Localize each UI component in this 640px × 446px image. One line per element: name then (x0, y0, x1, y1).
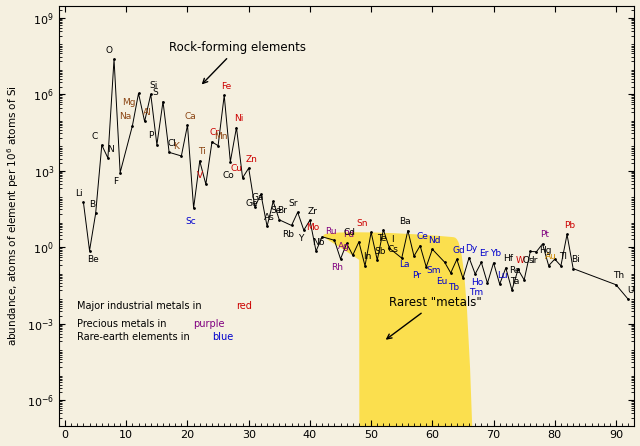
Text: Bi: Bi (572, 255, 580, 264)
Text: Ta: Ta (509, 277, 519, 285)
Text: Cr: Cr (209, 128, 220, 137)
Text: Fe: Fe (221, 82, 232, 91)
Text: Hf: Hf (503, 254, 513, 264)
Text: W: W (516, 256, 525, 265)
Text: Y: Y (298, 235, 303, 244)
Text: Nd: Nd (429, 236, 441, 245)
Text: Ba: Ba (399, 217, 411, 226)
Text: Ca: Ca (184, 112, 196, 121)
Text: purple: purple (194, 319, 225, 329)
Text: Precious metals in: Precious metals in (77, 319, 170, 329)
Text: Ni: Ni (234, 114, 244, 123)
Text: Co: Co (223, 170, 234, 179)
Text: Rarest "metals": Rarest "metals" (387, 296, 483, 339)
Text: Major industrial metals in: Major industrial metals in (77, 301, 205, 311)
Text: Si: Si (149, 81, 157, 90)
Text: Cl: Cl (167, 139, 176, 148)
Text: N: N (108, 145, 115, 153)
Text: Te: Te (377, 234, 387, 243)
Text: In: In (364, 252, 372, 261)
Text: Cs: Cs (387, 244, 398, 254)
Text: Eu: Eu (436, 277, 447, 286)
Text: Ge: Ge (246, 198, 258, 207)
Text: Na: Na (119, 112, 131, 121)
Text: Mn: Mn (214, 132, 227, 141)
Text: Pr: Pr (413, 271, 422, 280)
Text: Pb: Pb (564, 221, 575, 230)
Text: O: O (106, 45, 113, 54)
Text: Rock-forming elements: Rock-forming elements (169, 41, 306, 83)
Text: Os: Os (523, 256, 534, 265)
Text: K: K (173, 142, 179, 152)
Text: Ce: Ce (417, 232, 429, 241)
Text: Ho: Ho (472, 278, 484, 287)
Text: Lu: Lu (497, 271, 508, 280)
Text: As: As (264, 213, 275, 222)
Text: Tm: Tm (469, 288, 483, 297)
Text: Ru: Ru (326, 227, 337, 236)
Text: Br: Br (277, 206, 287, 215)
Text: Ir: Ir (531, 256, 538, 265)
Text: Re: Re (509, 266, 521, 276)
Text: P: P (148, 131, 154, 140)
Text: Ag: Ag (338, 242, 349, 251)
Text: Sr: Sr (288, 199, 298, 208)
Text: Pt: Pt (541, 231, 550, 240)
Text: Rb: Rb (282, 230, 294, 239)
Text: Sm: Sm (426, 266, 441, 276)
Text: Li: Li (75, 189, 83, 198)
Text: La: La (399, 260, 410, 269)
Text: Mo: Mo (307, 223, 319, 232)
Text: B: B (90, 200, 95, 209)
Text: Sb: Sb (374, 247, 385, 256)
Text: Be: Be (87, 255, 99, 264)
Text: red: red (236, 301, 252, 311)
Text: Zn: Zn (245, 155, 257, 164)
Text: Se: Se (270, 206, 282, 215)
Text: Rare-earth elements in: Rare-earth elements in (77, 332, 193, 342)
Text: V: V (196, 171, 203, 180)
Text: Al: Al (143, 108, 152, 117)
Y-axis label: abundance, atoms of element per 10$^6$ atoms of Si: abundance, atoms of element per 10$^6$ a… (6, 85, 21, 346)
Text: blue: blue (212, 332, 233, 342)
Text: Tb: Tb (448, 283, 460, 292)
Text: Gd: Gd (453, 246, 466, 255)
Text: Dy: Dy (465, 244, 477, 253)
Ellipse shape (323, 232, 578, 446)
Text: Mg: Mg (123, 98, 136, 107)
Text: Ga: Ga (251, 194, 264, 202)
Text: Au: Au (545, 252, 557, 261)
Text: Sn: Sn (356, 219, 368, 228)
Text: Cu: Cu (230, 165, 243, 173)
Text: C: C (92, 132, 97, 140)
Text: S: S (153, 88, 159, 97)
Text: Er: Er (479, 249, 488, 258)
Text: Th: Th (613, 271, 624, 280)
Text: Sc: Sc (185, 217, 196, 226)
Text: U: U (627, 286, 634, 295)
Text: Nb: Nb (312, 238, 324, 247)
Text: F: F (113, 177, 118, 186)
Text: Ti: Ti (198, 148, 206, 157)
Text: I: I (390, 235, 393, 244)
Text: Pd: Pd (344, 230, 355, 239)
Text: Rh: Rh (332, 263, 344, 273)
Text: Cd: Cd (344, 228, 356, 237)
Text: Zr: Zr (307, 206, 317, 216)
Text: Hg: Hg (540, 246, 552, 255)
Text: Yb: Yb (490, 249, 502, 258)
Text: Tl: Tl (559, 252, 567, 261)
